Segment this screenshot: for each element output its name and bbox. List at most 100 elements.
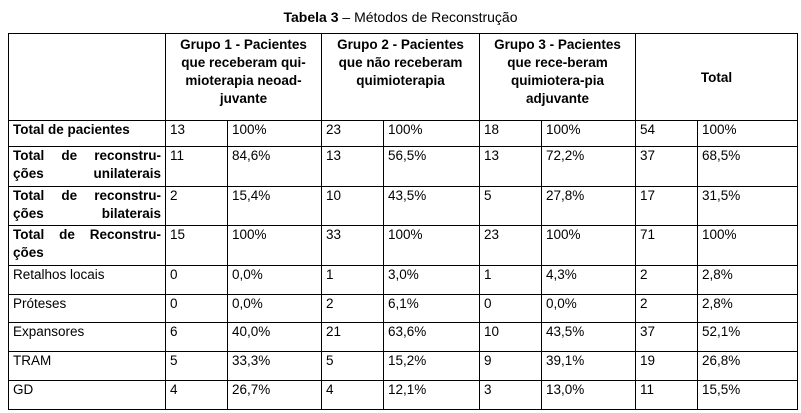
percent-cell: 56,5% <box>382 146 481 187</box>
count-cell: 18 <box>479 119 543 148</box>
count-cell: 5 <box>321 351 384 382</box>
percent-cell: 15,4% <box>227 185 322 227</box>
count-cell: 0 <box>165 264 228 295</box>
percent-cell: 100% <box>697 119 799 148</box>
count-cell: 1 <box>321 264 384 295</box>
reconstruction-methods-table: Grupo 1 - Pacientes que receberam qui-mi… <box>8 33 799 410</box>
table-row: Retalhos locais 0 0,0% 1 3,0% 1 4,3% 2 2,8% <box>8 264 799 295</box>
header-row: Grupo 1 - Pacientes que receberam qui-mi… <box>8 33 799 121</box>
row-label: Total de Reconstru-ções <box>8 225 166 266</box>
header-group-1: Grupo 1 - Pacientes que receberam qui-mi… <box>165 33 322 121</box>
row-label: TRAM <box>8 351 166 382</box>
percent-cell: 100% <box>382 119 481 148</box>
count-cell: 4 <box>321 380 384 410</box>
percent-cell: 63,6% <box>382 322 481 353</box>
count-cell: 3 <box>479 380 543 410</box>
count-cell: 37 <box>635 146 699 187</box>
percent-cell: 2,8% <box>697 264 799 295</box>
header-empty-cell <box>8 33 166 121</box>
count-cell: 23 <box>479 225 543 266</box>
count-cell: 2 <box>635 264 699 295</box>
count-cell: 2 <box>321 293 384 324</box>
percent-cell: 40,0% <box>227 322 322 353</box>
row-label: Total de pacientes <box>8 119 166 148</box>
count-cell: 1 <box>479 264 543 295</box>
row-label: Total de reconstru-ções unilaterais <box>8 146 166 187</box>
count-cell: 71 <box>635 225 699 266</box>
percent-cell: 52,1% <box>697 322 799 353</box>
percent-cell: 72,2% <box>541 146 637 187</box>
percent-cell: 4,3% <box>541 264 637 295</box>
row-label: Retalhos locais <box>8 264 166 295</box>
count-cell: 13 <box>165 119 228 148</box>
percent-cell: 3,0% <box>382 264 481 295</box>
count-cell: 33 <box>321 225 384 266</box>
count-cell: 19 <box>635 351 699 382</box>
header-group-2: Grupo 2 - Pacientes que não receberam qu… <box>320 33 481 121</box>
percent-cell: 100% <box>382 225 481 266</box>
percent-cell: 100% <box>227 225 322 266</box>
header-group-3: Grupo 3 - Pacientes que rece-beram quimi… <box>479 33 637 121</box>
count-cell: 15 <box>165 225 228 266</box>
count-cell: 11 <box>165 146 228 187</box>
percent-cell: 15,2% <box>382 351 481 382</box>
count-cell: 5 <box>479 185 543 227</box>
count-cell: 13 <box>479 146 543 187</box>
count-cell: 4 <box>165 380 228 410</box>
row-label: Total de reconstru-ções bilaterais <box>8 185 166 227</box>
count-cell: 10 <box>479 322 543 353</box>
table-body: Total de pacientes 13 100% 23 100% 18 100% 54 10… <box>8 119 799 410</box>
percent-cell: 39,1% <box>541 351 637 382</box>
percent-cell: 84,6% <box>227 146 322 187</box>
percent-cell: 31,5% <box>697 185 799 227</box>
table-row: Próteses 0 0,0% 2 6,1% 0 0,0% 2 2,8% <box>8 293 799 324</box>
count-cell: 11 <box>635 380 699 410</box>
row-label: Expansores <box>8 322 166 353</box>
table-row: Total de Reconstru-ções 15 100% 33 100% 23 100… <box>8 225 799 266</box>
percent-cell: 100% <box>541 225 637 266</box>
table-row: Total de pacientes 13 100% 23 100% 18 100% 54 10… <box>8 119 799 148</box>
count-cell: 23 <box>321 119 384 148</box>
count-cell: 37 <box>635 322 699 353</box>
count-cell: 2 <box>635 293 699 324</box>
percent-cell: 12,1% <box>382 380 481 410</box>
count-cell: 5 <box>165 351 228 382</box>
table-row: GD 4 26,7% 4 12,1% 3 13,0% 11 15,5% <box>8 380 799 410</box>
count-cell: 21 <box>321 322 384 353</box>
table-row: Total de reconstru-ções unilaterais 11 84,… <box>8 146 799 187</box>
percent-cell: 100% <box>697 225 799 266</box>
count-cell: 17 <box>635 185 699 227</box>
percent-cell: 33,3% <box>227 351 322 382</box>
percent-cell: 15,5% <box>697 380 799 410</box>
percent-cell: 43,5% <box>382 185 481 227</box>
percent-cell: 6,1% <box>382 293 481 324</box>
percent-cell: 2,8% <box>697 293 799 324</box>
table-title-label: Tabela 3 <box>283 9 339 25</box>
table-title-text: – Métodos de Reconstrução <box>338 9 518 25</box>
percent-cell: 68,5% <box>697 146 799 187</box>
count-cell: 9 <box>479 351 543 382</box>
count-cell: 0 <box>479 293 543 324</box>
percent-cell: 0,0% <box>541 293 637 324</box>
percent-cell: 0,0% <box>227 293 322 324</box>
table-row: TRAM 5 33,3% 5 15,2% 9 39,1% 19 26,8% <box>8 351 799 382</box>
percent-cell: 27,8% <box>541 185 637 227</box>
percent-cell: 26,8% <box>697 351 799 382</box>
count-cell: 54 <box>635 119 699 148</box>
count-cell: 2 <box>165 185 228 227</box>
count-cell: 10 <box>321 185 384 227</box>
percent-cell: 0,0% <box>227 264 322 295</box>
row-label: GD <box>8 380 166 410</box>
count-cell: 13 <box>321 146 384 187</box>
percent-cell: 43,5% <box>541 322 637 353</box>
count-cell: 6 <box>165 322 228 353</box>
count-cell: 0 <box>165 293 228 324</box>
percent-cell: 100% <box>227 119 322 148</box>
percent-cell: 100% <box>541 119 637 148</box>
percent-cell: 13,0% <box>541 380 637 410</box>
header-total: Total <box>635 33 799 121</box>
row-label: Próteses <box>8 293 166 324</box>
table-row: Total de reconstru-ções bilaterais 2 15,4%… <box>8 185 799 227</box>
table-title: Tabela 3 – Métodos de Reconstrução <box>0 4 801 30</box>
